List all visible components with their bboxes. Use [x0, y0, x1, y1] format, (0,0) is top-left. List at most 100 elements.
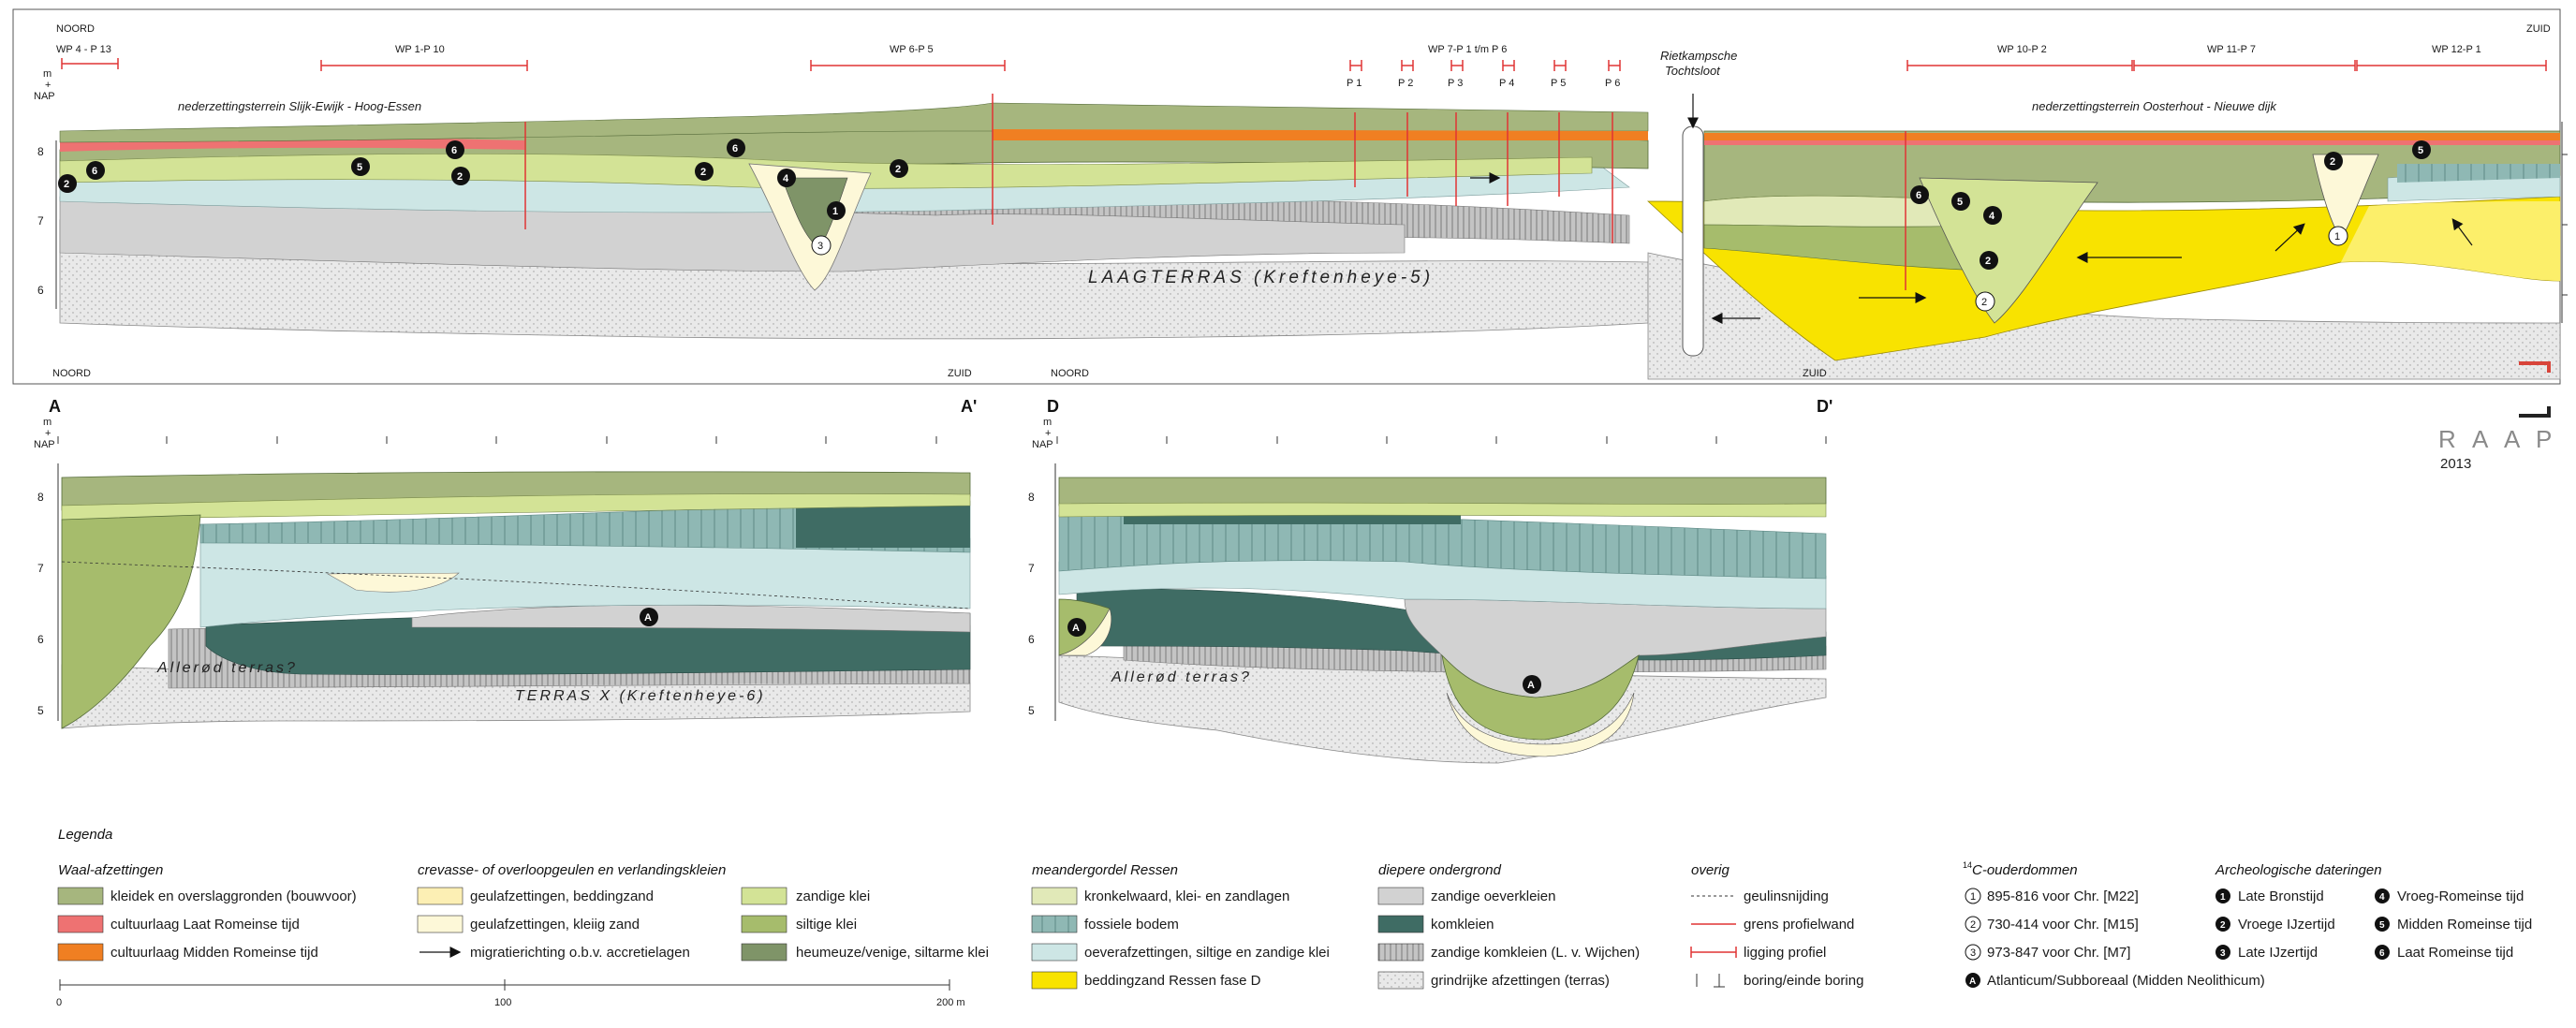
archaeo-marker: 6 [727, 139, 745, 157]
profile-marker: WP 10-P 2 [1906, 44, 2133, 71]
c14-label: 895-816 voor Chr. [M22] [1987, 888, 2139, 904]
legend-label: beddingzand Ressen fase D [1084, 973, 1261, 989]
legend-swatch [741, 915, 788, 933]
axis-unit-line1: m [1043, 417, 1052, 428]
raap-logo: R A A P 2013 [2438, 361, 2552, 472]
section-a-fossiele-bodem [199, 500, 971, 553]
c14-circle [1965, 916, 1981, 933]
legend-label: geulafzettingen, beddingzand [470, 888, 654, 904]
legend-profile-marker [1690, 947, 1737, 958]
axis-unit-line2: + [45, 428, 51, 439]
legend-label: cultuurlaag Laat Romeinse tijd [110, 917, 300, 933]
profile-marker: WP 12-P 1 [2356, 44, 2547, 71]
archaeo-marker: 2 [890, 159, 908, 178]
legend-item: geulafzettingen, beddingzand [417, 887, 654, 905]
archeo-num: 4 [2379, 892, 2385, 903]
legend-swatch [1377, 915, 1424, 933]
legend-swatch [1031, 971, 1078, 990]
legend: Legenda Waal-afzettingen kleidek en over… [57, 827, 2532, 990]
legend-label: komkleien [1431, 917, 1494, 933]
y-tick-label: 8 [37, 491, 44, 504]
legend-label: zandige klei [796, 888, 870, 904]
ditch-label-line1: Rietkampsche [1660, 49, 1737, 63]
top-right-channel-wp10 [1919, 177, 2098, 324]
top-zuid-label: ZUID [2526, 23, 2551, 35]
archaeo-marker: 6 [1910, 185, 1929, 204]
archeo-num: 3 [2220, 948, 2226, 959]
archeo-label: Vroeg-Romeinse tijd [2397, 888, 2524, 904]
archaeo-marker: A [1067, 618, 1086, 637]
archaeo-marker: 2 [58, 174, 77, 193]
top-right-axis [2561, 122, 2568, 323]
small-profile-label: P 3 [1448, 78, 1463, 89]
top-right-beddingzand-light [2341, 201, 2560, 281]
legend-label: siltige klei [796, 917, 857, 933]
scale-bar: 0 100 200 m [56, 979, 965, 1008]
legend-item: boring/einde boring [1696, 973, 1863, 989]
c14-num: 2 [1970, 919, 1976, 931]
section-a-zandige-klei [61, 493, 971, 521]
section-d-right-letter: D' [1817, 397, 1833, 416]
archeo-circle [2375, 888, 2390, 903]
c14-item: 2 730-414 voor Chr. [M15] [1965, 916, 2139, 933]
archeo-item: 4 Vroeg-Romeinse tijd [2375, 888, 2524, 904]
section-d-noord: NOORD [1051, 368, 1089, 379]
archaeo-marker-num: 4 [1989, 211, 1995, 222]
archaeo-marker: A [640, 608, 658, 626]
section-a: NOORD ZUID A A' m + NAP 8 7 6 5 A Allerø… [34, 368, 977, 729]
archaeo-marker: 6 [446, 140, 464, 159]
section-d-zuid: ZUID [1803, 368, 1827, 379]
raap-letter-r: R [2438, 425, 2466, 453]
archaeo-marker-num: 2 [64, 179, 69, 190]
laagterras-label: LAAGTERRAS (Kreftenheye-5) [1088, 268, 1434, 287]
legend-group-title: overig [1691, 862, 1730, 878]
archaeo-marker: 2 [2324, 152, 2343, 170]
site-south-label: nederzettingsterrein Oosterhout - Nieuwe… [2032, 99, 2277, 113]
archaeo-marker: 5 [2412, 140, 2431, 159]
legend-item: ligging profiel [1690, 945, 1826, 961]
legend-swatch [1031, 887, 1078, 905]
archaeo-marker-num: 2 [895, 164, 901, 175]
legend-swatch [57, 887, 104, 905]
archaeo-marker-num: 2 [700, 167, 706, 178]
legend-item: komkleien [1377, 915, 1494, 933]
c14-circle [1965, 944, 1981, 961]
c14-item: 3 973-847 voor Chr. [M7] [1965, 944, 2130, 961]
c14-circle [1965, 973, 1980, 988]
small-profile-label: P 6 [1605, 78, 1620, 89]
axis-unit-line3: NAP [1032, 439, 1053, 450]
axis-unit-line3: NAP [34, 91, 55, 102]
legend-group-title: Waal-afzettingen [58, 862, 163, 878]
legend-label: geulinsnijding [1744, 888, 1829, 904]
top-left-axis: 8 7 6 m + NAP [34, 68, 57, 309]
archeo-num: 6 [2379, 948, 2385, 959]
ditch-rietkampsche [1682, 125, 1704, 357]
archaeo-marker-num: 2 [1985, 256, 1991, 267]
legend-group-title: meandergordel Ressen [1032, 862, 1178, 878]
archaeo-marker: 2 [1980, 251, 1998, 270]
c14-item: A Atlanticum/Subboreaal (Midden Neolithic… [1965, 973, 2265, 989]
c14-marker: 3 [811, 235, 832, 256]
top-cross-section: 8 7 6 m + NAP NOORD ZUID WP 4 - P 13 [12, 8, 2568, 385]
profile-label: WP 4 - P 13 [56, 44, 111, 55]
c14-title: C-ouderdommen [1972, 862, 2078, 878]
archaeo-marker-num: A [1072, 623, 1080, 634]
c14-label: 973-847 voor Chr. [M7] [1987, 945, 2130, 961]
profile-label: WP 11-P 7 [2207, 44, 2256, 55]
legend-swatch [1377, 943, 1424, 962]
c14-circle [1965, 888, 1981, 904]
c14-marker-num: 1 [2334, 231, 2340, 242]
archeo-num: 5 [2379, 920, 2385, 931]
migration-arrow [2451, 218, 2473, 246]
y-tick-label: 5 [1028, 704, 1035, 717]
y-tick-label: 5 [37, 704, 44, 717]
y-tick-label: 7 [37, 214, 44, 228]
top-archaeo-markers: 6 2 5 6 2 2 6 4 2 1 6 5 4 2 2 5 [58, 139, 2431, 270]
legend-item: zandige oeverkleien [1377, 887, 1555, 905]
section-a-top-ticks [57, 436, 937, 444]
archaeo-marker-num: 1 [832, 206, 838, 217]
section-a-geulinsnijding [61, 561, 971, 609]
section-d-channel-siltige [1441, 654, 1640, 741]
